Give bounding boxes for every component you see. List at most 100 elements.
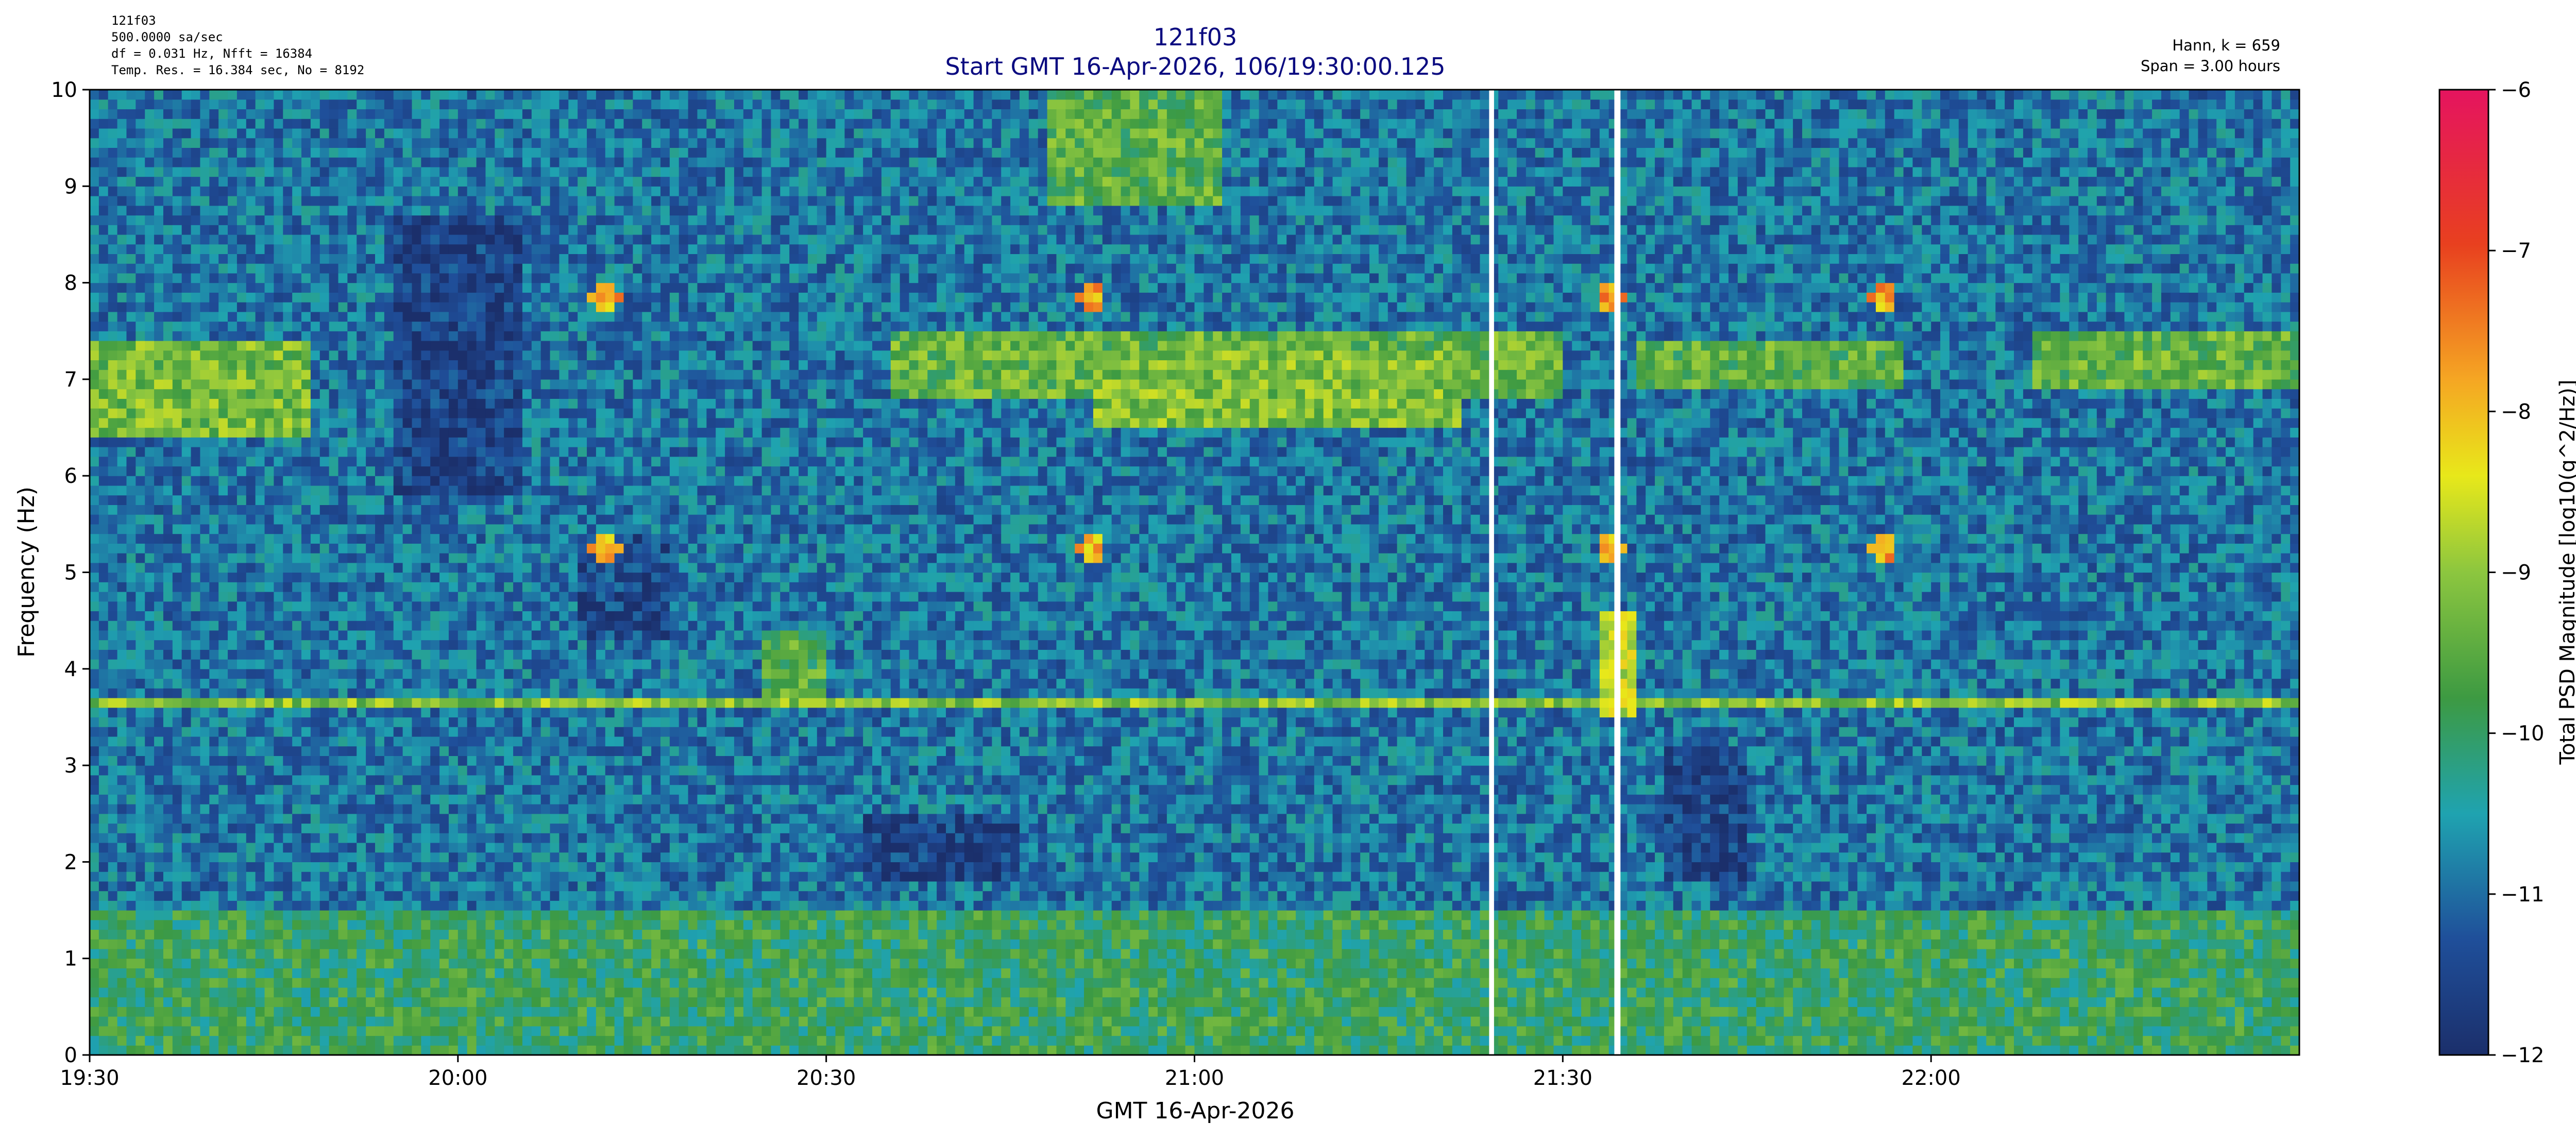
heatmap-cell [485, 891, 495, 901]
heatmap-cell [449, 582, 458, 592]
heatmap-cell [430, 592, 439, 601]
heatmap-cell [366, 649, 375, 659]
heatmap-cell [513, 746, 522, 756]
heatmap-cell [145, 679, 154, 689]
heatmap-cell [495, 862, 504, 871]
heatmap-cell [218, 128, 228, 138]
heatmap-cell [246, 505, 256, 514]
heatmap-cell [384, 611, 394, 621]
heatmap-cell [394, 543, 403, 553]
heatmap-cell [283, 814, 292, 824]
heatmap-cell [403, 785, 412, 795]
heatmap-cell [541, 312, 550, 322]
heatmap-cell [90, 215, 99, 225]
heatmap-cell [522, 959, 532, 968]
heatmap-cell [90, 553, 99, 563]
heatmap-cell [384, 765, 394, 775]
heatmap-cell [384, 234, 394, 244]
heatmap-cell [283, 640, 292, 650]
heatmap-cell [338, 418, 348, 428]
heatmap-cell [311, 389, 320, 399]
heatmap-cell [191, 119, 200, 128]
heatmap-cell [458, 466, 467, 476]
heatmap-cell [90, 843, 99, 852]
heatmap-cell [541, 379, 550, 389]
heatmap-cell [117, 920, 127, 930]
heatmap-cell [126, 128, 135, 138]
heatmap-cell [541, 322, 550, 331]
heatmap-cell [449, 457, 458, 466]
heatmap-cell [209, 341, 218, 350]
heatmap-cell [191, 485, 200, 495]
heatmap-cell [145, 949, 154, 959]
heatmap-cell [108, 649, 117, 659]
heatmap-cell [366, 804, 375, 814]
heatmap-cell [532, 331, 541, 341]
heatmap-cell [458, 573, 467, 582]
heatmap-cell [449, 563, 458, 573]
heatmap-cell [504, 900, 513, 910]
heatmap-cell [357, 698, 366, 708]
heatmap-cell [274, 688, 283, 698]
heatmap-cell [135, 225, 145, 234]
heatmap-cell [126, 389, 135, 399]
heatmap-cell [209, 611, 218, 621]
heatmap-cell [246, 997, 256, 1007]
heatmap-cell [375, 900, 384, 910]
heatmap-cell [237, 669, 246, 679]
heatmap-cell [108, 1007, 117, 1016]
heatmap-cell [357, 428, 366, 438]
heatmap-cell [504, 157, 513, 167]
heatmap-cell [357, 959, 366, 968]
heatmap-cell [228, 601, 237, 611]
heatmap-cell [200, 930, 209, 940]
heatmap-cell [163, 389, 173, 399]
heatmap-cell [99, 833, 108, 843]
heatmap-cell [403, 466, 412, 476]
heatmap-cell [182, 418, 191, 428]
heatmap-cell [90, 147, 99, 157]
heatmap-cell [218, 408, 228, 418]
heatmap-cell [274, 649, 283, 659]
heatmap-cell [532, 775, 541, 785]
heatmap-cell [366, 843, 375, 852]
heatmap-cell [522, 804, 532, 814]
heatmap-cell [384, 814, 394, 824]
heatmap-cell [237, 601, 246, 611]
heatmap-cell [265, 553, 274, 563]
heatmap-cell [485, 350, 495, 360]
heatmap-cell [274, 292, 283, 302]
heatmap-cell [237, 959, 246, 968]
heatmap-cell [218, 1007, 228, 1016]
heatmap-cell [541, 775, 550, 785]
heatmap-cell [495, 997, 504, 1007]
heatmap-cell [320, 688, 329, 698]
heatmap-cell [357, 563, 366, 573]
heatmap-cell [246, 949, 256, 959]
heatmap-cell [135, 746, 145, 756]
heatmap-cell [163, 1045, 173, 1055]
heatmap-cell [246, 1045, 256, 1055]
heatmap-cell [357, 254, 366, 263]
heatmap-cell [449, 601, 458, 611]
heatmap-cell [513, 466, 522, 476]
heatmap-cell [421, 852, 430, 862]
heatmap-cell [495, 138, 504, 148]
heatmap-cell [154, 756, 163, 765]
heatmap-cell [477, 495, 486, 505]
heatmap-cell [320, 244, 329, 254]
heatmap-cell [90, 814, 99, 824]
heatmap-cell [173, 997, 182, 1007]
heatmap-cell [228, 370, 237, 379]
heatmap-cell [320, 640, 329, 650]
heatmap-cell [504, 341, 513, 350]
heatmap-cell [246, 920, 256, 930]
heatmap-cell [90, 128, 99, 138]
heatmap-cell [218, 679, 228, 689]
heatmap-cell [532, 408, 541, 418]
heatmap-cell [163, 843, 173, 852]
heatmap-cell [301, 534, 311, 544]
heatmap-cell [449, 1026, 458, 1036]
heatmap-cell [126, 823, 135, 833]
heatmap-cell [449, 543, 458, 553]
